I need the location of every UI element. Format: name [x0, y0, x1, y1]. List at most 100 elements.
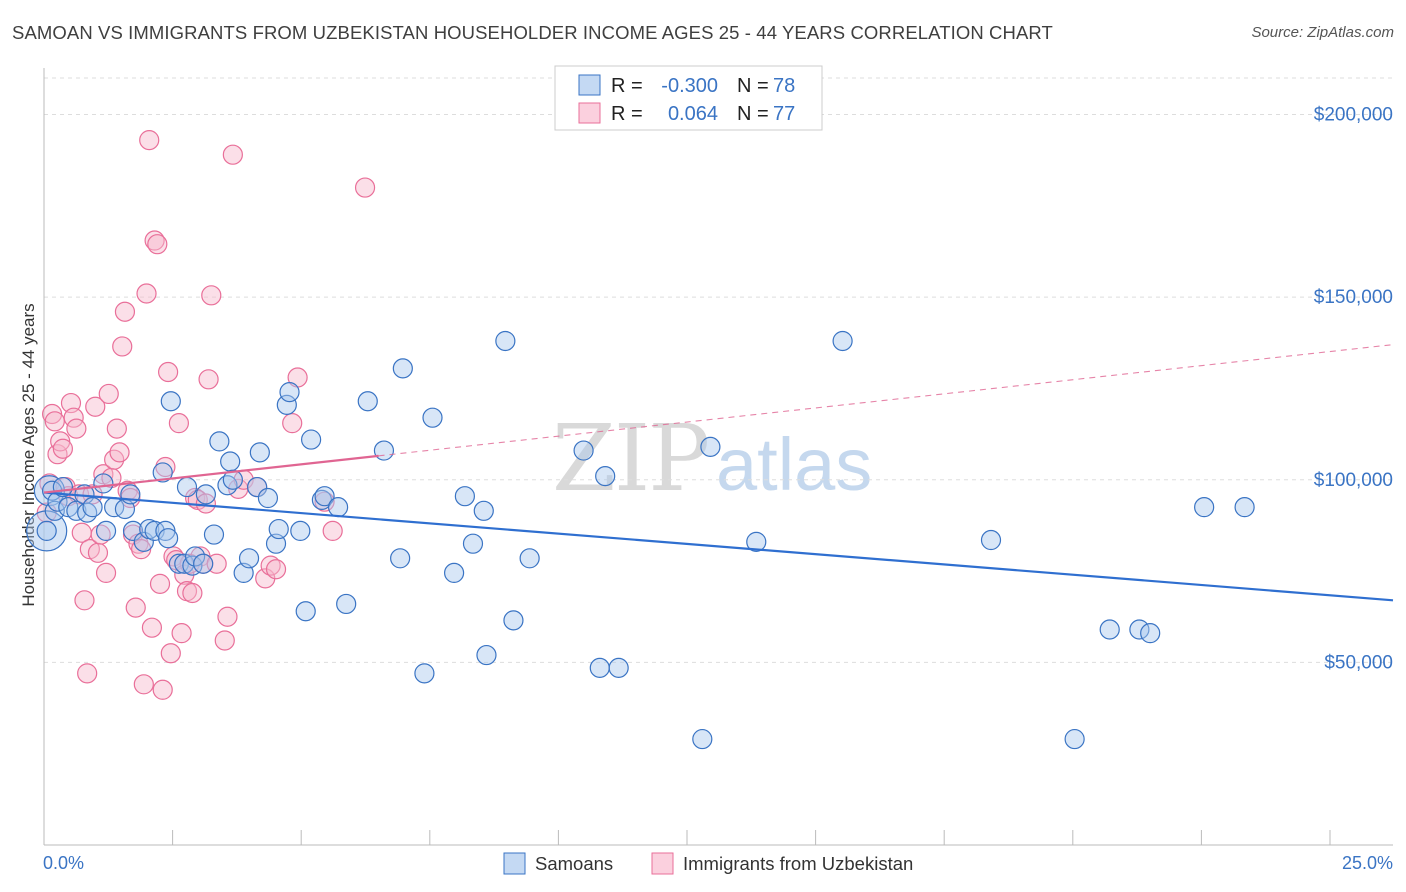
data-point-samoans	[746, 531, 767, 552]
watermark: ZIP atlas	[552, 405, 872, 512]
data-point-samoans	[414, 663, 435, 684]
data-point-uzbekistan	[87, 542, 109, 563]
y-tick-label: $50,000	[1324, 652, 1393, 673]
data-point-uzbekistan	[136, 283, 157, 304]
data-point-uzbekistan	[149, 573, 171, 594]
watermark-atlas: atlas	[716, 423, 872, 506]
series-immigrants-from-uzbekistan	[36, 129, 376, 700]
stats-n-value-uzbekistan: 77	[773, 103, 795, 125]
stats-r-label-uzbekistan: R =	[611, 103, 643, 125]
data-point-samoans	[327, 497, 349, 518]
data-point-uzbekistan	[106, 418, 127, 439]
data-point-uzbekistan	[201, 285, 222, 306]
stats-r-label-samoans: R =	[611, 75, 643, 97]
trend-line-samoans	[43, 491, 1394, 602]
data-point-uzbekistan	[139, 129, 160, 151]
trend-lines	[43, 344, 1394, 602]
data-point-samoans	[692, 728, 713, 750]
stats-swatch-uzbekistan	[578, 102, 601, 124]
legend-label-uzbekistan: Immigrants from Uzbekistan	[683, 853, 913, 874]
chart-title: SAMOAN VS IMMIGRANTS FROM UZBEKISTAN HOU…	[12, 22, 1053, 43]
data-point-samoans	[133, 531, 154, 552]
data-point-samoans	[176, 476, 198, 498]
data-point-uzbekistan	[147, 234, 168, 255]
data-point-uzbekistan	[85, 396, 106, 417]
data-point-samoans	[443, 562, 465, 583]
data-point-samoans	[152, 462, 173, 483]
source-credit: Source: ZipAtlas.com	[1251, 24, 1394, 41]
data-point-samoans	[390, 548, 411, 569]
data-point-uzbekistan	[47, 444, 68, 465]
data-point-uzbekistan	[222, 144, 243, 165]
data-point-samoans	[193, 553, 214, 574]
data-point-uzbekistan	[141, 617, 163, 638]
data-point-samoans	[195, 484, 216, 505]
data-point-uzbekistan	[95, 562, 117, 583]
data-point-samoans	[595, 466, 616, 487]
data-point-uzbekistan	[90, 524, 111, 545]
data-point-samoans	[503, 610, 524, 631]
data-point-uzbekistan	[52, 438, 73, 459]
data-point-samoans	[1064, 728, 1085, 750]
data-point-samoans	[217, 475, 238, 496]
data-point-samoans	[392, 358, 413, 379]
data-point-samoans	[495, 330, 516, 352]
data-point-samoans	[462, 533, 484, 554]
data-point-samoans	[276, 394, 297, 415]
stats-box: R = -0.300 N = 78 R = 0.064 N = 77	[554, 65, 823, 131]
data-point-samoans	[1099, 619, 1120, 640]
watermark-zip: ZIP	[552, 405, 708, 512]
data-point-uzbekistan	[98, 383, 119, 405]
data-point-uzbekistan	[322, 520, 343, 541]
data-point-samoans	[122, 520, 144, 541]
stats-r-value-uzbekistan: 0.064	[668, 103, 718, 125]
data-point-uzbekistan	[168, 413, 189, 434]
legend-label-samoans: Samoans	[535, 853, 613, 874]
data-point-samoans	[249, 442, 270, 463]
data-point-samoans	[184, 546, 206, 567]
data-point-samoans	[301, 429, 322, 450]
data-point-samoans	[279, 382, 300, 403]
data-point-samoans	[95, 520, 117, 541]
data-point-samoans	[314, 486, 335, 507]
legend-swatch-uzbekistan	[651, 852, 674, 875]
data-point-uzbekistan	[44, 411, 65, 432]
data-point-uzbekistan	[182, 582, 203, 604]
y-tick-labels: $50,000 $100,000 $150,000 $200,000	[1314, 105, 1393, 674]
data-point-uzbekistan	[160, 643, 181, 664]
data-point-uzbekistan	[171, 623, 192, 644]
data-point-uzbekistan	[152, 679, 173, 700]
data-point-samoans	[247, 476, 268, 498]
data-point-samoans	[700, 436, 721, 457]
data-point-samoans	[608, 657, 629, 678]
data-point-samoans	[82, 497, 103, 518]
data-point-samoans	[77, 502, 98, 523]
data-point-samoans	[93, 473, 114, 494]
data-point-uzbekistan	[282, 413, 303, 434]
stats-n-value-samoans: 78	[773, 75, 795, 97]
data-point-samoans	[373, 440, 395, 461]
data-point-samoans	[1140, 623, 1161, 644]
data-point-uzbekistan	[125, 597, 146, 618]
y-axis-label: Householder Income Ages 25 - 44 years	[19, 303, 38, 606]
data-point-samoans	[158, 528, 179, 549]
legend-swatch-samoans	[503, 852, 526, 875]
data-point-samoans	[220, 451, 241, 472]
data-point-samoans	[422, 407, 443, 428]
y-tick-label: $200,000	[1314, 105, 1393, 126]
data-point-samoans-cluster	[26, 510, 68, 552]
series-samoans	[26, 330, 1255, 750]
data-point-samoans	[290, 520, 311, 541]
data-point-samoans	[473, 500, 494, 521]
data-point-samoans	[203, 524, 225, 545]
data-point-samoans	[222, 469, 243, 490]
data-point-uzbekistan	[155, 456, 176, 478]
data-point-samoans	[980, 529, 1002, 551]
data-point-samoans	[209, 431, 230, 452]
data-point-uzbekistan	[214, 630, 235, 651]
data-point-samoans	[1194, 497, 1215, 518]
data-point-uzbekistan	[133, 674, 154, 695]
data-point-samoans	[589, 657, 610, 678]
data-point-uzbekistan	[66, 418, 87, 439]
